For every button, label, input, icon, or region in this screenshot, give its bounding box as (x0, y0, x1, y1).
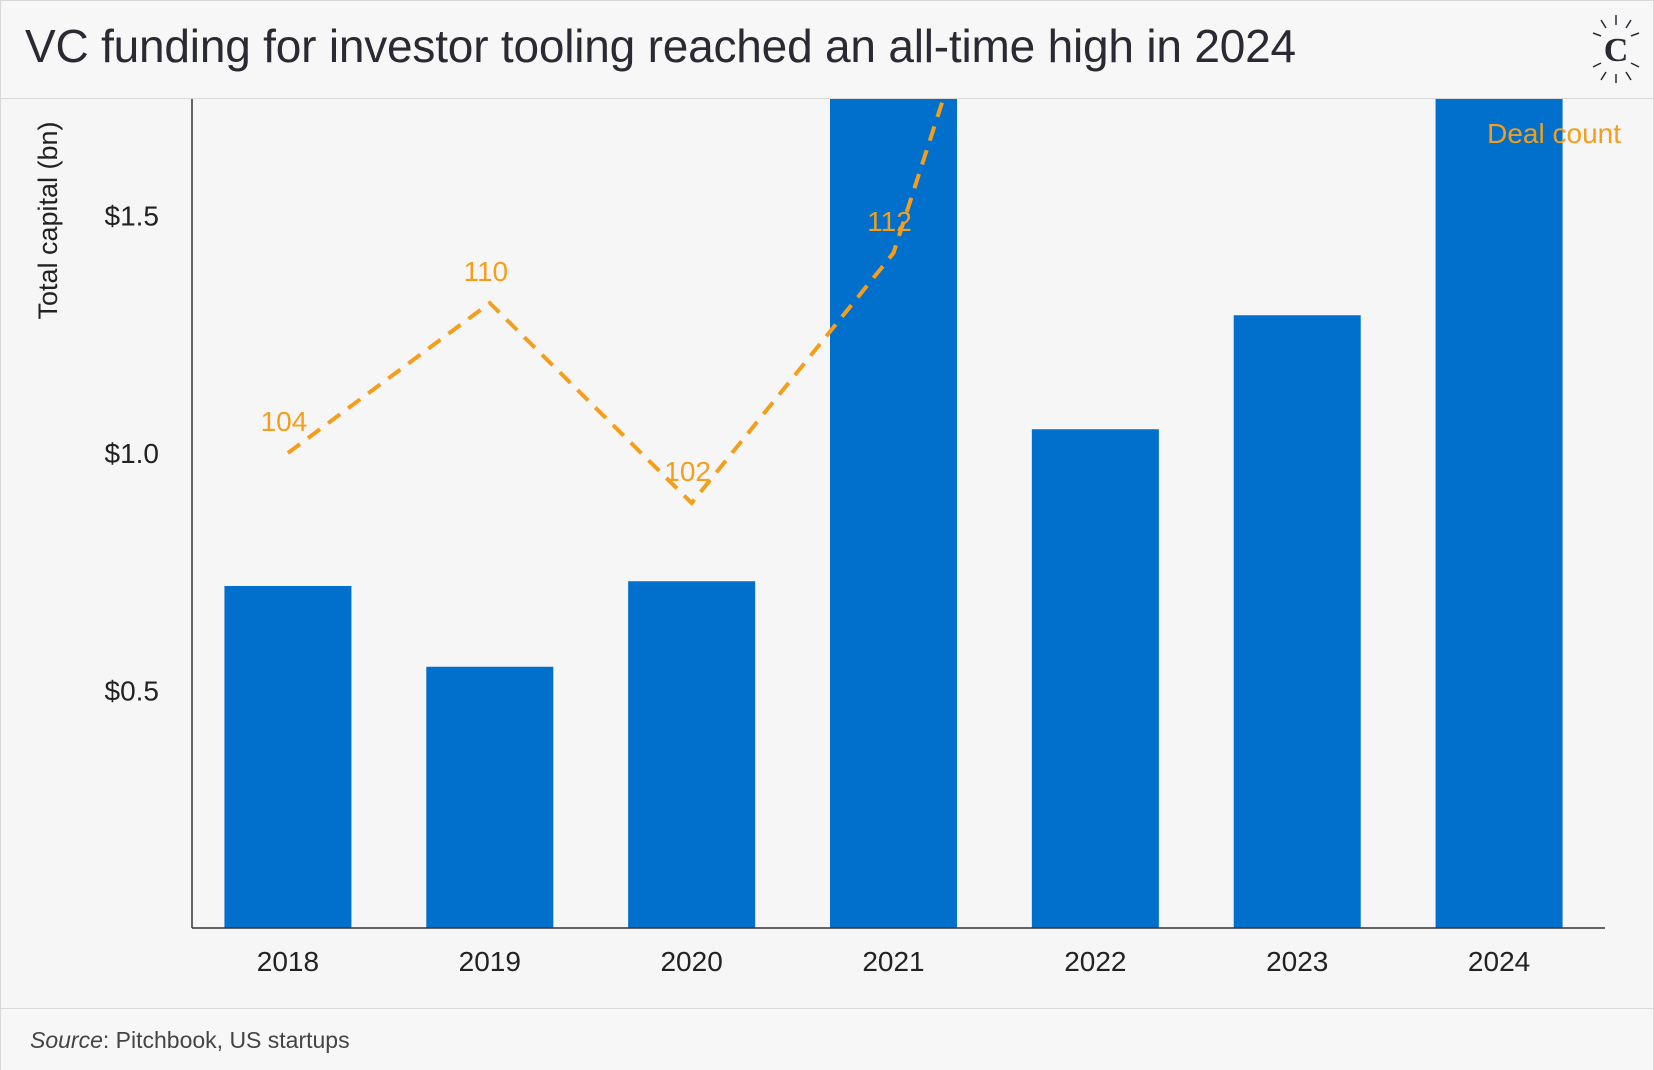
source-text: : Pitchbook, US startups (102, 1027, 350, 1053)
deal-count-line (286, 0, 978, 506)
bar-2024 (1435, 0, 1563, 928)
x-tick-label: 2022 (1064, 946, 1126, 977)
bar-2018 (224, 586, 352, 928)
bar-2021 (830, 0, 957, 928)
x-tick-label: 2023 (1266, 946, 1328, 977)
deal-count-label-2019: 110 (463, 256, 508, 287)
bar-2023 (1233, 315, 1361, 928)
x-tick-label: 2018 (257, 946, 319, 977)
chart-svg: $0.5$1.0$1.5$2.0$2.5$3.02018201920202021… (33, 0, 1621, 977)
logo-icon: C (1592, 15, 1640, 83)
source-label: Source (30, 1027, 103, 1053)
bar-2022 (1031, 429, 1159, 928)
y-tick-label: $0.5 (105, 676, 160, 707)
header: VC funding for investor tooling reached … (1, 1, 1653, 99)
y-tick-label: $1.0 (105, 438, 160, 469)
y-axis-title: Total capital (bn) (33, 121, 63, 319)
deal-count-label-2021: 112 (867, 206, 912, 237)
chart-area: $0.5$1.0$1.5$2.0$2.5$3.02018201920202021… (1, 0, 1653, 1007)
x-tick-label: 2019 (459, 946, 521, 977)
legend-deal-count: Deal count (1487, 118, 1621, 149)
footer: Source: Pitchbook, US startups (1, 1008, 1653, 1070)
source-note: Source: Pitchbook, US startups (30, 1027, 350, 1054)
bar-2019 (426, 666, 554, 928)
deal-count-label-2018: 104 (261, 406, 308, 437)
x-tick-label: 2024 (1468, 946, 1530, 977)
bar-2020 (628, 581, 756, 928)
x-tick-label: 2021 (862, 946, 924, 977)
y-tick-label: $1.5 (105, 201, 160, 232)
x-tick-label: 2020 (660, 946, 722, 977)
logo-letter: C (1604, 32, 1629, 69)
chart-title: VC funding for investor tooling reached … (25, 20, 1296, 72)
deal-count-label-2020: 102 (664, 456, 711, 487)
